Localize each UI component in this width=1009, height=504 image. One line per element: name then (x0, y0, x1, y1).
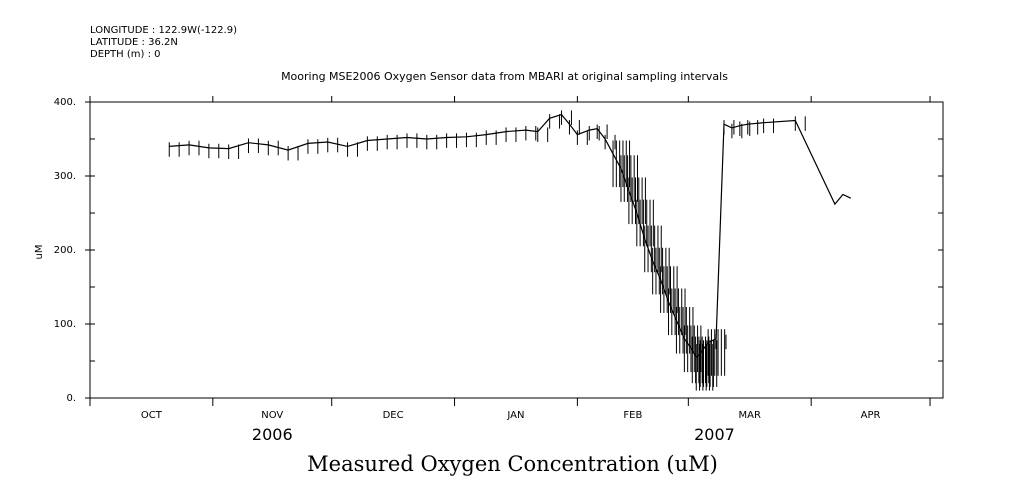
y-tick-label: 0. (66, 393, 76, 404)
latitude-label: LATITUDE : 36.2N (90, 37, 178, 48)
chart-title: Mooring MSE2006 Oxygen Sensor data from … (281, 70, 728, 83)
x-axis-title: Measured Oxygen Concentration (uM) (307, 452, 718, 476)
y-tick-label: 100. (54, 319, 76, 330)
depth-label: DEPTH (m) : 0 (90, 49, 161, 60)
x-month-label: APR (861, 410, 881, 421)
x-month-label: JAN (506, 410, 524, 421)
plot-frame (89, 101, 944, 399)
x-year-label: 2006 (252, 425, 293, 444)
longitude-label: LONGITUDE : 122.9W(-122.9) (90, 25, 237, 36)
y-tick-label: 300. (54, 171, 76, 182)
y-tick-label: 200. (54, 245, 76, 256)
y-axis-label: uM (34, 245, 45, 260)
x-month-label: FEB (623, 410, 642, 421)
x-year-label: 2007 (694, 425, 735, 444)
x-month-label: OCT (141, 410, 163, 421)
y-tick-label: 400. (54, 97, 76, 108)
x-month-label: MAR (739, 410, 761, 421)
x-month-label: NOV (261, 410, 283, 421)
x-month-label: DEC (383, 410, 404, 421)
data-line (169, 113, 852, 359)
